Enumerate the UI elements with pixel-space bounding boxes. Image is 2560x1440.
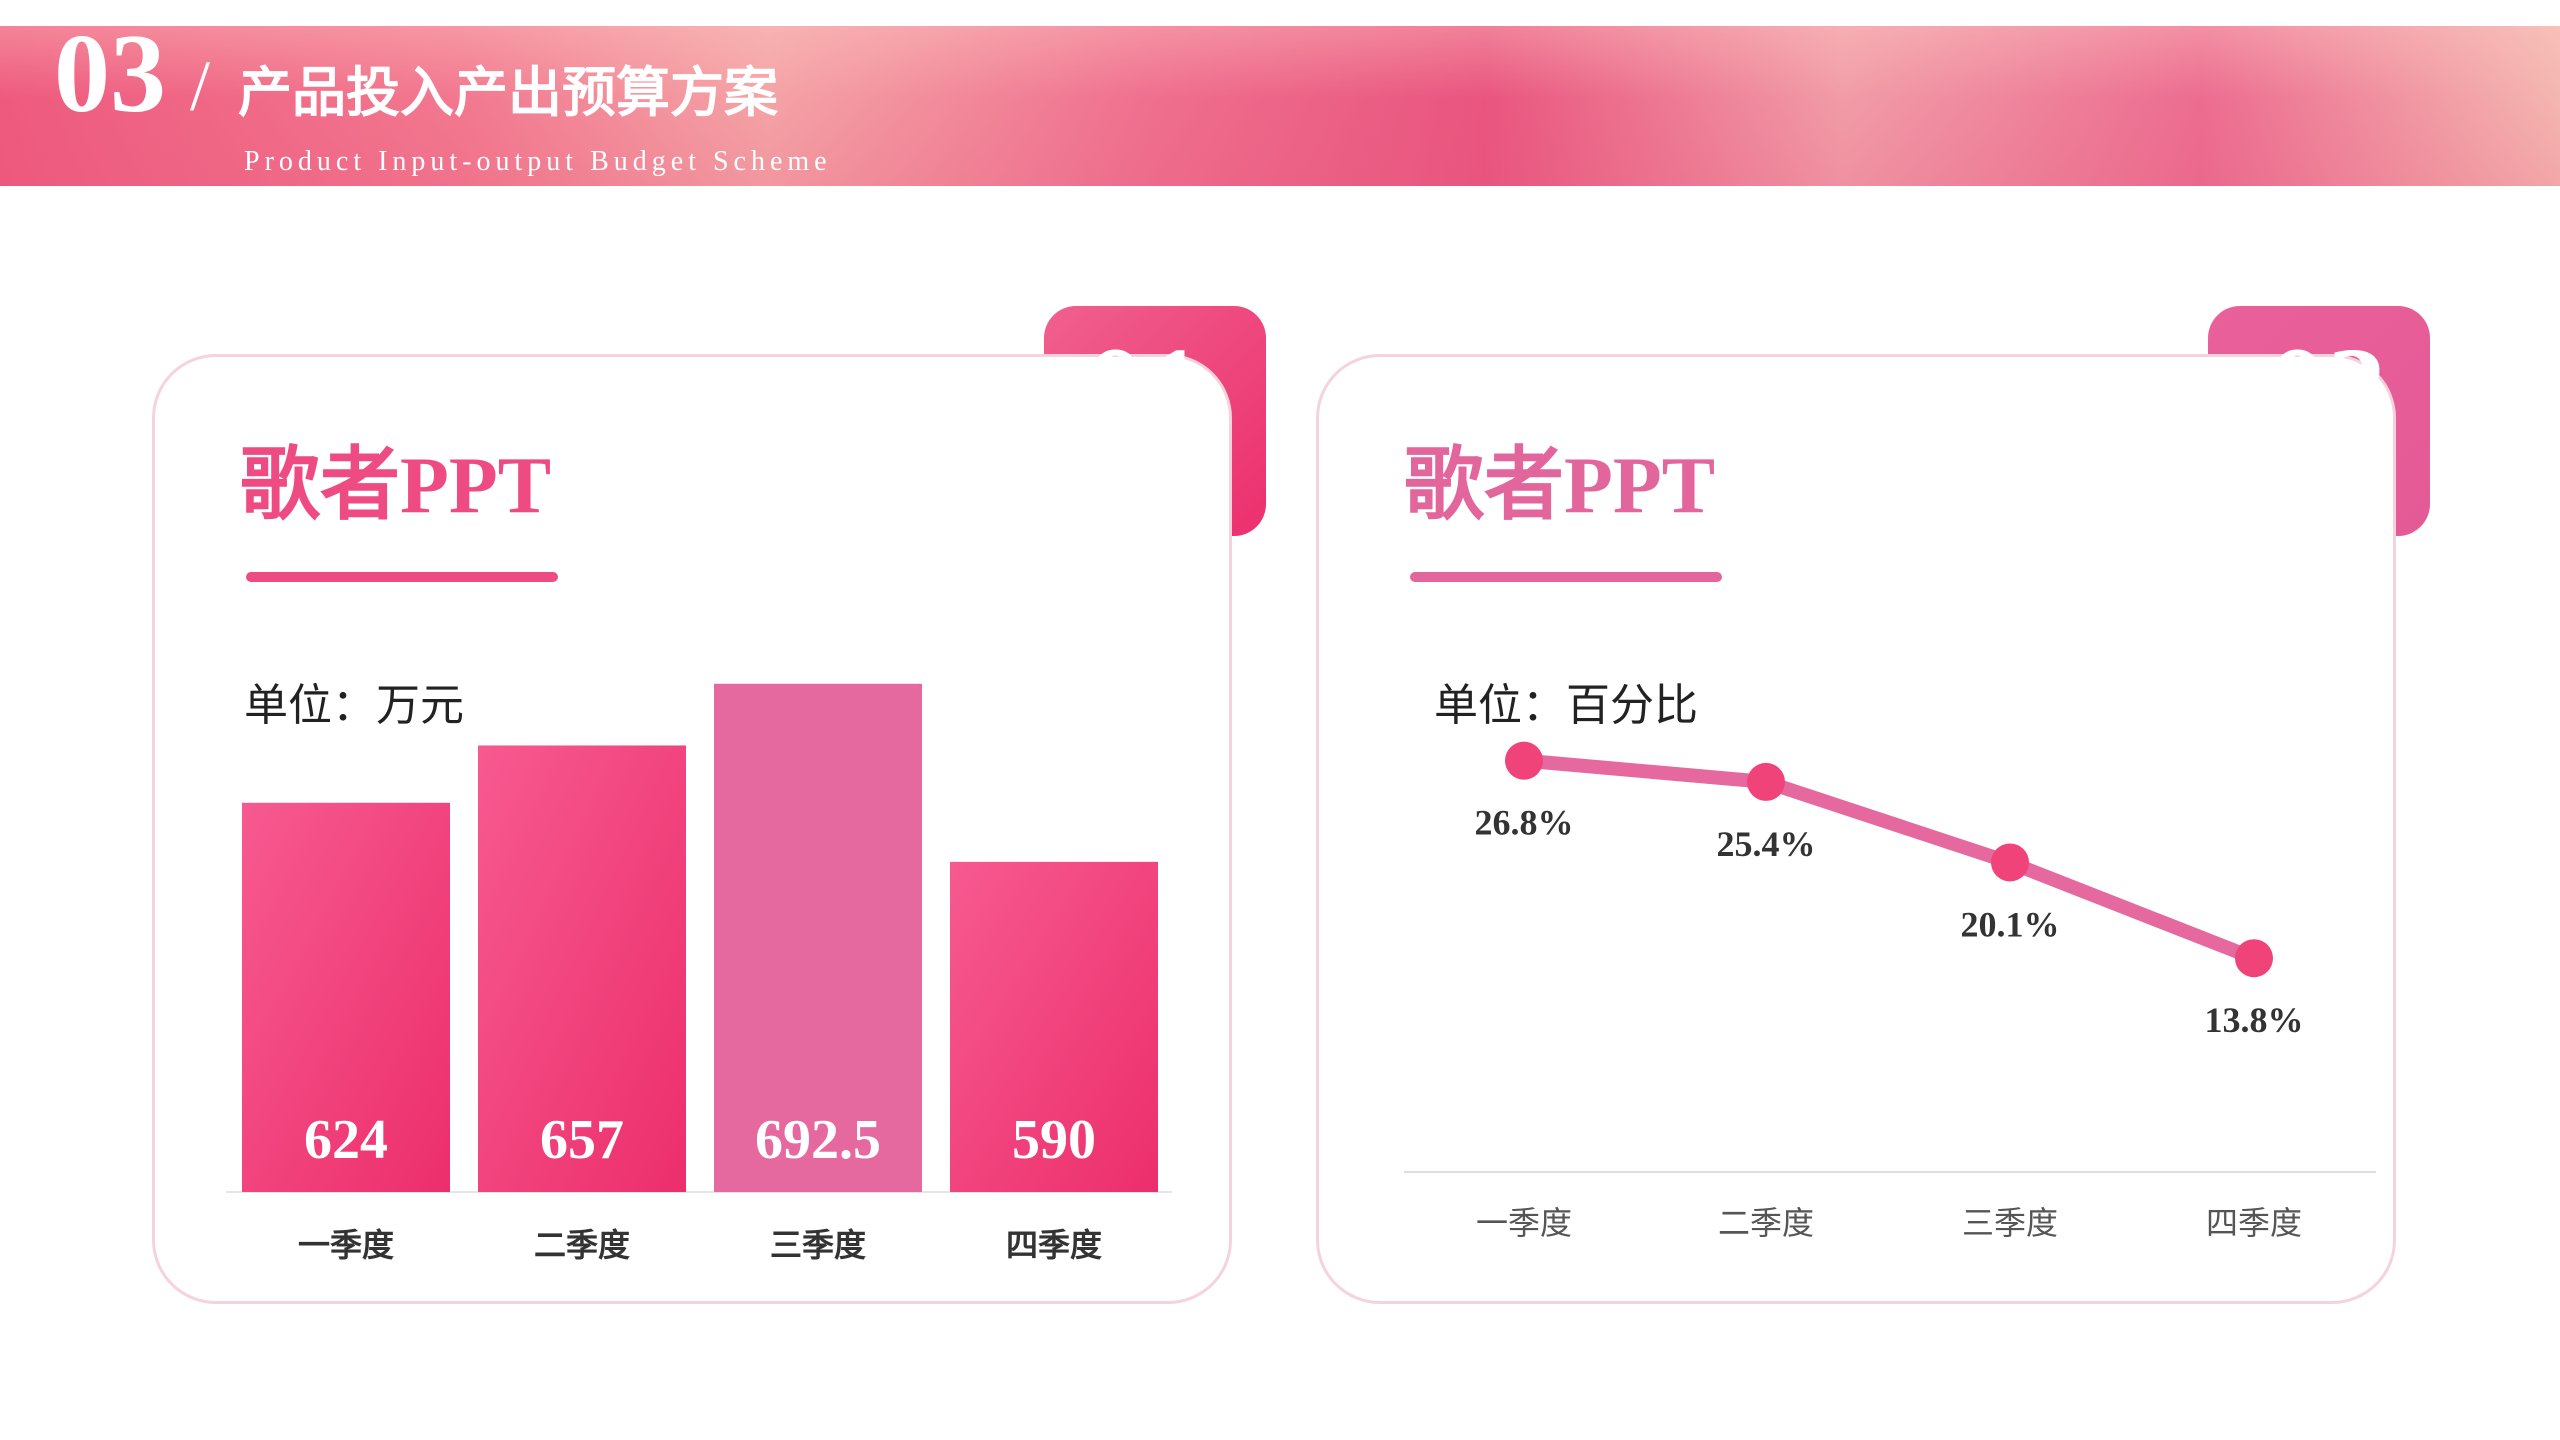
bar-category-label-4: 四季度: [1006, 1227, 1102, 1263]
section-slash: /: [190, 46, 211, 126]
line-category-label-2: 二季度: [1718, 1204, 1814, 1242]
card-1-unit-label: 单位：万元: [244, 680, 464, 731]
card-1-title-underline: [246, 572, 558, 582]
line-category-label-4: 四季度: [2206, 1204, 2302, 1242]
bar-2: [478, 745, 686, 1192]
bar-category-label-1: 一季度: [298, 1227, 394, 1263]
line-point-4: [2235, 939, 2273, 978]
card-line-chart: [1316, 354, 2396, 1304]
line-point-3: [1991, 843, 2029, 882]
bar-value-label-4: 590: [1012, 1109, 1096, 1171]
bar-category-label-3: 三季度: [770, 1227, 866, 1263]
section-subtitle: Product Input-output Budget Scheme: [244, 146, 832, 177]
bar-4: [950, 861, 1158, 1192]
bar-value-label-2: 657: [540, 1109, 624, 1171]
section-number: 03: [54, 12, 166, 136]
line-category-label-3: 三季度: [1962, 1204, 2058, 1242]
card-1-title: 歌者PPT: [240, 442, 552, 530]
card-2-title-underline: [1410, 572, 1722, 582]
line-point-2: [1747, 762, 1785, 801]
card-2-unit-label: 单位：百分比: [1434, 680, 1698, 731]
header-banner: [0, 26, 2560, 186]
card-1-tag-number: 01: [1086, 323, 1204, 454]
card-2-tag-number: 02: [2268, 323, 2386, 454]
line-value-label-2: 25.4%: [1717, 824, 1816, 864]
bar-1: [242, 802, 450, 1192]
line-value-label-4: 13.8%: [2205, 1000, 2304, 1040]
line-point-1: [1505, 741, 1543, 780]
line-value-label-1: 26.8%: [1475, 803, 1574, 843]
line-category-label-1: 一季度: [1476, 1204, 1572, 1242]
line-value-label-3: 20.1%: [1961, 904, 2060, 944]
bar-value-label-1: 624: [304, 1109, 388, 1171]
bar-value-label-3: 692.5: [755, 1109, 881, 1171]
bar-category-label-2: 二季度: [534, 1227, 630, 1263]
card-2-title: 歌者PPT: [1404, 442, 1716, 530]
line-series: [1517, 753, 2261, 966]
bar-3: [714, 683, 922, 1192]
section-title: 产品投入产出预算方案: [238, 63, 778, 123]
